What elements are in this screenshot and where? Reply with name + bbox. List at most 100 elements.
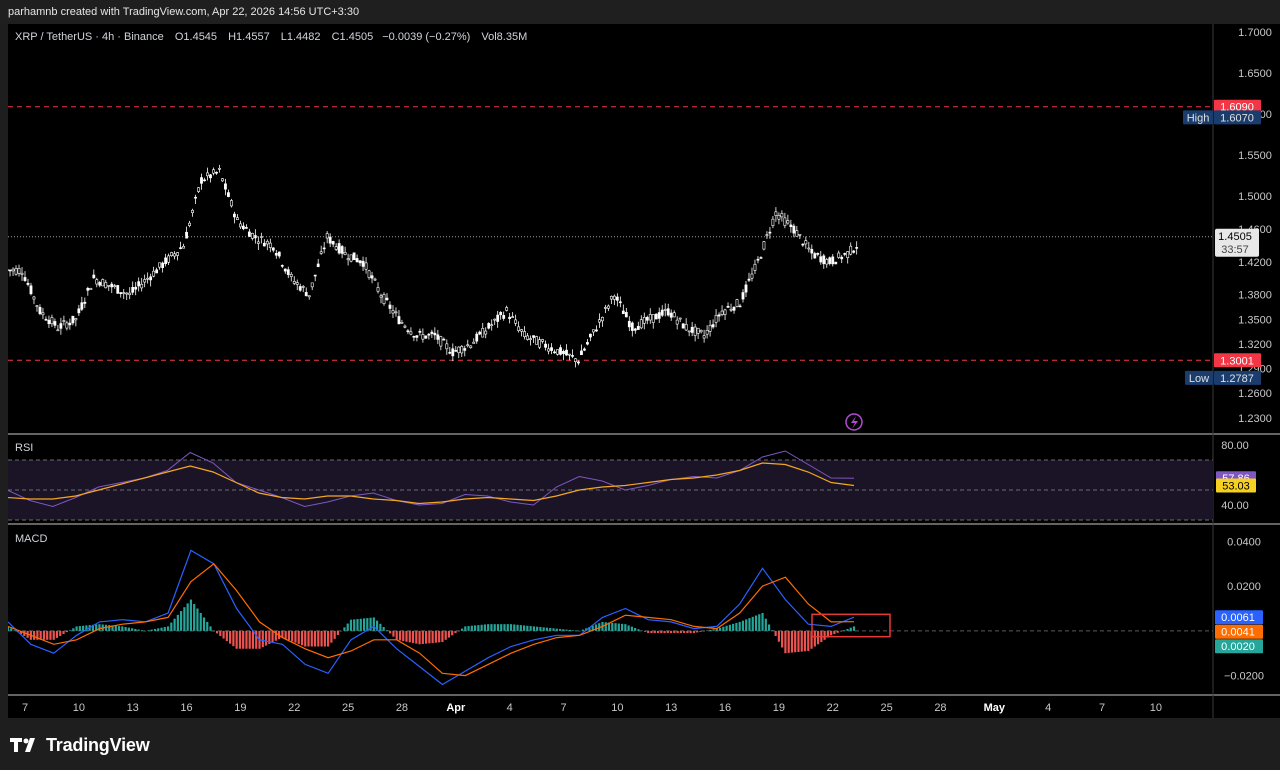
macd-histogram-bar bbox=[830, 630, 833, 636]
candle-body bbox=[41, 312, 45, 316]
macd-histogram-bar bbox=[669, 630, 673, 634]
macd-histogram-bar bbox=[199, 612, 202, 631]
candle-body bbox=[403, 325, 407, 328]
candle-body bbox=[849, 245, 853, 255]
candle-body bbox=[544, 343, 547, 348]
candle-body bbox=[657, 312, 661, 319]
macd-histogram-bar bbox=[692, 630, 696, 634]
macd-histogram-bar bbox=[653, 630, 656, 634]
candle-body bbox=[274, 252, 278, 256]
candle-body bbox=[508, 316, 512, 320]
price-level-badge bbox=[1214, 99, 1261, 114]
candle-body bbox=[448, 351, 452, 354]
candle-body bbox=[828, 257, 832, 264]
candle-body bbox=[487, 323, 491, 329]
macd-value: 0.0041 bbox=[1221, 627, 1255, 639]
candle-body bbox=[738, 305, 742, 308]
macd-histogram-bar bbox=[411, 630, 415, 643]
candle-body bbox=[280, 265, 284, 267]
macd-histogram-bar bbox=[59, 630, 62, 636]
candle-body bbox=[780, 213, 784, 218]
macd-histogram-bar bbox=[379, 623, 382, 631]
x-tick-label: 19 bbox=[234, 702, 246, 714]
candle-body bbox=[666, 308, 670, 316]
candle-body bbox=[663, 309, 667, 311]
macd-histogram-bar bbox=[180, 611, 183, 631]
candle-body bbox=[316, 263, 320, 267]
candle-body bbox=[38, 306, 42, 314]
candle-body bbox=[26, 282, 30, 285]
chart-canvas[interactable]: 7 10 13 16 19 22 25 28 Apr 4 7 10 13 16 19 22 25 28 May 4 7 1… bbox=[8, 24, 1280, 718]
candle-body bbox=[580, 350, 583, 356]
candle-body bbox=[221, 178, 224, 182]
macd-histogram-bar bbox=[176, 614, 179, 631]
candle-body bbox=[334, 246, 338, 250]
macd-histogram-bar bbox=[764, 618, 767, 631]
candle-body bbox=[295, 282, 299, 285]
candle-body bbox=[798, 233, 802, 236]
macd-histogram-bar bbox=[627, 625, 630, 631]
candle-body bbox=[771, 218, 775, 226]
candle-body bbox=[624, 312, 628, 318]
candle-body bbox=[621, 310, 625, 315]
candle-body bbox=[256, 241, 260, 244]
macd-histogram-bar bbox=[313, 630, 317, 647]
candle-body bbox=[807, 247, 811, 250]
x-tick-label: 7 bbox=[1099, 702, 1105, 714]
macd-histogram-bar bbox=[745, 619, 748, 631]
x-tick-label: 25 bbox=[342, 702, 354, 714]
candle-body bbox=[789, 224, 793, 227]
macd-histogram-bar bbox=[202, 617, 206, 631]
candle-body bbox=[532, 335, 535, 338]
macd-histogram-bar bbox=[359, 618, 362, 631]
candle-body bbox=[337, 243, 341, 254]
candle-body bbox=[846, 251, 850, 259]
macd-histogram-bar bbox=[144, 630, 147, 632]
candle-body bbox=[562, 350, 565, 355]
macd-histogram-bar bbox=[425, 630, 428, 644]
tradingview-logo[interactable]: TradingView bbox=[10, 734, 150, 756]
candle-body bbox=[696, 327, 700, 334]
macd-histogram-bar bbox=[656, 630, 660, 634]
macd-histogram-bar bbox=[173, 618, 176, 631]
price-tick-label: 1.3200 bbox=[1238, 339, 1272, 351]
candle-body bbox=[32, 296, 36, 300]
macd-histogram-bar bbox=[55, 630, 59, 638]
macd-tick-label: 0.0200 bbox=[1227, 581, 1261, 593]
candle-body bbox=[140, 284, 144, 289]
macd-histogram-bar bbox=[637, 629, 640, 631]
candle-body bbox=[801, 243, 805, 246]
last-price-badge bbox=[1215, 228, 1259, 257]
candle-body bbox=[565, 349, 568, 356]
candle-body bbox=[454, 350, 458, 352]
chart-area[interactable]: 7 10 13 16 19 22 25 28 Apr 4 7 10 13 16 19 22 25 28 May 4 7 1… bbox=[8, 24, 1280, 718]
candle-body bbox=[367, 270, 371, 278]
high-value-bg bbox=[1214, 110, 1261, 125]
candle-body bbox=[146, 277, 150, 280]
macd-histogram-bar bbox=[503, 624, 506, 631]
candle-body bbox=[74, 318, 78, 321]
candle-body bbox=[370, 275, 374, 279]
candle-body bbox=[188, 222, 191, 227]
macd-histogram-bar bbox=[307, 630, 310, 647]
candle-body bbox=[445, 343, 449, 350]
macd-histogram-bar bbox=[634, 627, 637, 631]
macd-histogram-bar bbox=[679, 630, 682, 634]
candle-body bbox=[340, 246, 344, 254]
candle-body bbox=[23, 277, 27, 281]
price-tick-label: 1.2300 bbox=[1238, 413, 1272, 425]
macd-histogram-bar bbox=[52, 630, 55, 640]
candle-body bbox=[526, 335, 530, 340]
macd-histogram-bar bbox=[800, 630, 803, 652]
candle-body bbox=[209, 174, 212, 179]
candle-body bbox=[110, 283, 114, 288]
candle-body bbox=[247, 231, 251, 237]
macd-histogram-bar bbox=[160, 627, 163, 631]
rsi-title: RSI bbox=[15, 442, 33, 454]
candle-body bbox=[571, 355, 574, 357]
macd-histogram-bar bbox=[604, 622, 607, 631]
macd-histogram-bar bbox=[402, 630, 405, 642]
macd-histogram-bar bbox=[732, 623, 735, 631]
macd-histogram-bar bbox=[147, 630, 150, 631]
event-lightning-icon bbox=[845, 413, 863, 431]
